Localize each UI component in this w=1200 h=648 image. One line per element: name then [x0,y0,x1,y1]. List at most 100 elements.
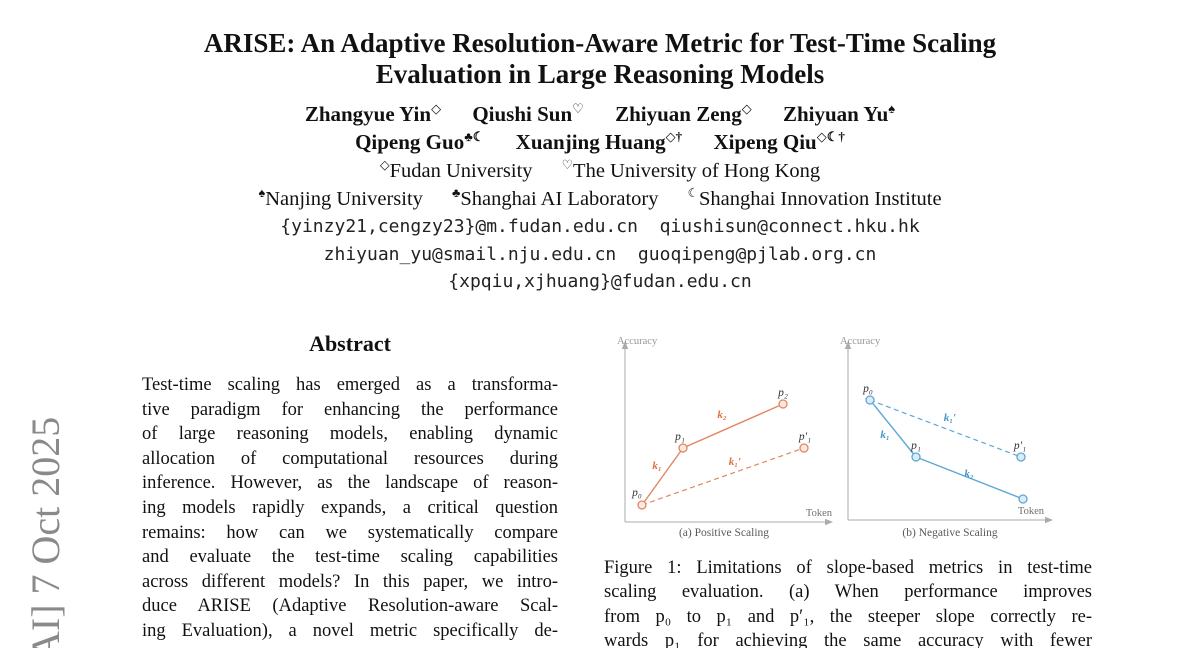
figure-caption-line: wards p₁ for achieving the same accuracy… [604,630,1092,648]
data-point [778,399,788,409]
panel-caption: (b) Negative Scaling [902,527,997,539]
authors-row-1: Zhangyue Yin◇ Qiushi Sun♡ Zhiyuan Zeng◇ … [0,102,1200,127]
affiliation-name: Fudan University [389,160,533,182]
abstract-line: Test-time scaling has emerged as a trans… [142,375,558,395]
paper-title: ARISE: An Adaptive Resolution-Aware Metr… [0,28,1200,90]
author-name: Xipeng Qiu [713,130,817,154]
author-name: Qiushi Sun [472,102,573,126]
y-axis-arrow-icon [621,341,629,349]
author-superscript: ♠ [888,101,896,116]
solid-slope-line [641,447,684,506]
author-superscript: ◇☾† [816,129,845,144]
point-label: p′₁ [798,431,811,443]
email-line-1: {yinzy21,cengzy23}@m.fudan.edu.cn qiushi… [280,216,920,237]
abstract-line: duce ARISE (Adaptive Resolution-aware Sc… [142,596,558,617]
data-point [911,452,921,462]
author: Qipeng Guo♣☾ [355,130,484,154]
affiliation-name: Shanghai Innovation Institute [699,188,942,210]
author-name: Zhiyuan Zeng [615,102,742,126]
figure-caption: Figure 1: Limitations of slope-based met… [604,556,1092,648]
figure-caption-line: scaling evaluation. (a) When performance… [604,582,1092,603]
point-label: p₀ [631,487,642,499]
panel-caption: (a) Positive Scaling [679,527,769,539]
title-line-1: ARISE: An Adaptive Resolution-Aware Metr… [203,28,997,58]
abstract-text: Test-time scaling has emerged as a trans… [142,373,558,644]
abstract-line: across different models? In this paper, … [142,571,558,592]
affiliation-superscript: ☾ [687,186,700,201]
y-axis-arrow-icon [844,341,852,349]
slope-label: k₂ [717,409,727,421]
figure-panel-b: Accuracy Token p₀ p₁ p′₁ k₁ k₂ k₁′ (b) N… [840,336,1053,539]
solid-slope-line [915,456,1024,500]
slope-label: k₁ [652,460,661,472]
abstract-line: ing Evaluation), a novel metric specific… [142,620,558,641]
author-superscript: ◇† [665,129,683,144]
email-line-3: {xpqiu,xjhuang}@fudan.edu.cn [448,271,752,292]
abstract-heading: Abstract [309,331,391,356]
slope-label: k₂ [964,468,974,480]
author: Zhangyue Yin◇ [305,102,441,126]
abstract-line: and evaluate the test-time scaling capab… [142,547,558,568]
affiliation-name: The University of Hong Kong [573,160,821,182]
author: Zhiyuan Yu♠ [783,102,895,126]
point-label: p₁ [674,431,685,443]
abstract-line: ing models rapidly expands, a critical q… [142,497,558,518]
abstract-line: allocation of computational resources du… [142,448,558,469]
slope-label: k₁′ [944,412,956,424]
affiliation: ♣Shanghai AI Laboratory [452,186,659,210]
author: Xipeng Qiu◇☾† [713,130,844,154]
author-superscript: ♣☾ [464,129,485,144]
point-label: p′₁ [1013,440,1026,452]
dashed-slope-line [641,447,805,506]
arxiv-watermark: AI] 7 Oct 2025 [23,416,68,648]
abstract-line: remains: how can we systematically compa… [142,522,558,543]
author-superscript: ◇ [741,101,752,116]
figure-caption-line: Figure 1: Limitations of slope-based met… [604,558,1092,578]
affiliation-superscript: ◇ [379,158,390,173]
author-name: Zhiyuan Yu [782,102,889,126]
author-superscript: ♡ [572,101,584,116]
abstract-line: tive paradigm for enhancing the performa… [142,399,558,420]
affiliations-row-2: ♠Nanjing University ♣Shanghai AI Laborat… [0,186,1200,211]
data-point [1018,494,1028,504]
figure-panel-a: Accuracy Token p₀ p₁ p₂ p′₁ k₁ k₂ k₁′ (a… [617,336,833,539]
figure-caption-line: from p₀ to p₁ and p′₁, the steeper slope… [604,606,1092,627]
author-name: Qipeng Guo [355,130,465,154]
dashed-slope-line [869,399,1022,458]
data-point [1016,452,1026,462]
affiliation: ◇Fudan University [379,158,533,182]
data-point [678,443,688,453]
solid-slope-line [682,403,784,449]
x-axis-label: Token [806,508,833,519]
affiliation-name: Nanjing University [265,188,423,210]
x-axis-arrow-icon [1045,516,1053,524]
email-line-2: zhiyuan_yu@smail.nju.edu.cn guoqipeng@pj… [323,244,877,265]
affiliation: ♠Nanjing University [258,187,423,210]
point-label: p₁ [910,440,921,452]
y-axis-label: Accuracy [840,336,881,347]
solid-slope-line [869,399,917,458]
affiliation: ♡The University of Hong Kong [561,158,821,182]
author: Xuanjing Huang◇† [516,130,683,154]
author: Zhiyuan Zeng◇ [615,102,752,126]
affiliation-name: Shanghai AI Laboratory [460,188,659,210]
data-point [865,395,875,405]
affiliation: ☾Shanghai Innovation Institute [687,186,942,210]
data-point [637,500,647,510]
author-name: Zhangyue Yin [304,102,432,126]
title-line-2: Evaluation in Large Reasoning Models [375,59,825,89]
author-superscript: ◇ [431,101,442,116]
abstract-line: of large reasoning models, enabling dyna… [142,424,558,445]
affiliation-superscript: ♡ [561,158,574,173]
x-axis-arrow-icon [825,518,833,526]
affiliations-row-1: ◇Fudan University ♡The University of Hon… [0,158,1200,183]
figure-1: Accuracy Token p₀ p₁ p₂ p′₁ k₁ k₂ k₁′ (a… [617,336,1053,539]
affiliation-superscript: ♣ [452,186,461,201]
point-label: p₀ [862,383,873,395]
slope-label: k₁′ [729,456,741,468]
authors-row-2: Qipeng Guo♣☾ Xuanjing Huang◇† Xipeng Qiu… [0,130,1200,155]
x-axis-label: Token [1018,506,1045,517]
y-axis-label: Accuracy [617,336,658,347]
data-point [799,443,809,453]
